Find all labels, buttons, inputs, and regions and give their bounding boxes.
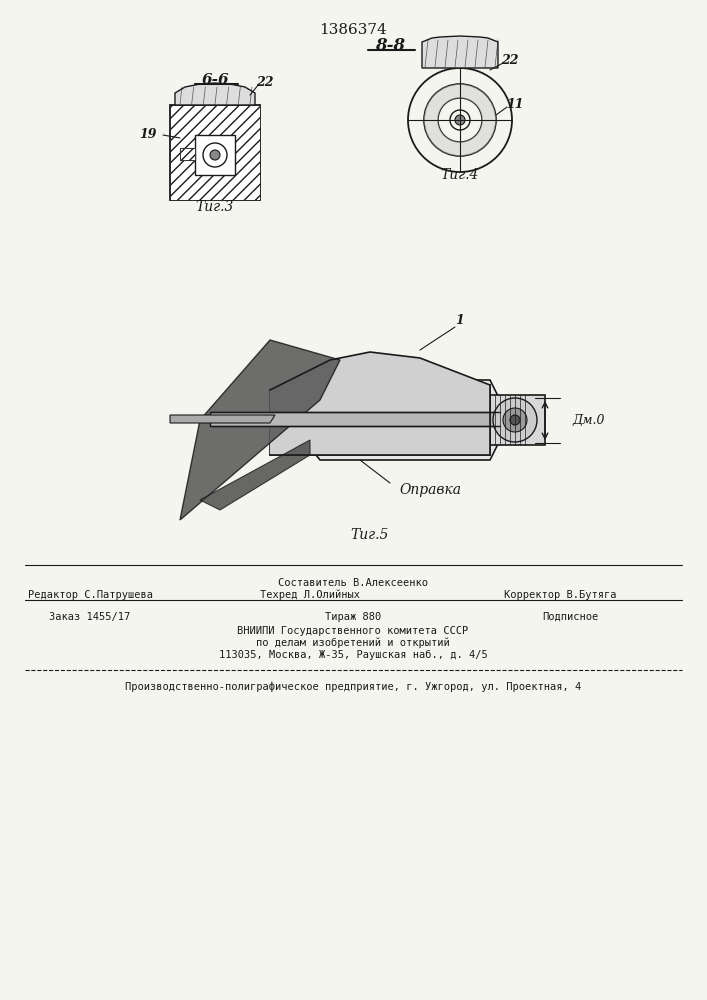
Text: 22: 22: [256, 76, 274, 89]
Wedge shape: [424, 84, 496, 156]
Polygon shape: [200, 440, 310, 510]
Circle shape: [210, 150, 220, 160]
Circle shape: [493, 398, 537, 442]
Text: 19: 19: [139, 128, 157, 141]
Text: по делам изобретений и открытий: по делам изобретений и открытий: [256, 638, 450, 648]
Text: Оправка: Оправка: [399, 483, 461, 497]
Text: Подписное: Подписное: [542, 612, 598, 622]
Text: 1: 1: [455, 314, 464, 326]
Text: Τиг.5: Τиг.5: [351, 528, 389, 542]
Circle shape: [455, 115, 465, 125]
Polygon shape: [270, 385, 490, 455]
Text: Τиг.4: Τиг.4: [440, 168, 479, 182]
Text: Редактор С.Патрушева: Редактор С.Патрушева: [28, 590, 153, 600]
Polygon shape: [280, 380, 510, 460]
Text: Производственно-полиграфическое предприятие, г. Ужгород, ул. Проектная, 4: Производственно-полиграфическое предприя…: [125, 682, 581, 692]
Text: 113035, Москва, Ж-35, Раушская наб., д. 4/5: 113035, Москва, Ж-35, Раушская наб., д. …: [218, 650, 487, 660]
Text: 8-8: 8-8: [375, 36, 405, 53]
Polygon shape: [180, 340, 340, 520]
Text: Корректор В.Бутяга: Корректор В.Бутяга: [504, 590, 617, 600]
Polygon shape: [170, 415, 275, 423]
Bar: [170, 105, 260, 200]
Text: Дм.0: Дм.0: [572, 414, 604, 426]
Bar: [490, 395, 545, 445]
Polygon shape: [270, 352, 490, 455]
Polygon shape: [422, 36, 498, 68]
Circle shape: [503, 408, 527, 432]
Text: 22: 22: [501, 53, 519, 66]
Text: ВНИИПИ Государственного комитета СССР: ВНИИПИ Государственного комитета СССР: [238, 626, 469, 636]
Text: 6-6: 6-6: [201, 73, 229, 87]
Bar: [210, 412, 500, 426]
Bar: [180, 148, 195, 160]
Text: 11: 11: [506, 99, 524, 111]
Bar: [170, 105, 260, 200]
Bar: [195, 135, 235, 175]
Circle shape: [510, 415, 520, 425]
Text: Составитель В.Алексеенко: Составитель В.Алексеенко: [278, 578, 428, 588]
Text: Тираж 880: Тираж 880: [325, 612, 381, 622]
Text: Τиг.3: Τиг.3: [196, 200, 234, 214]
Bar: [180, 148, 195, 160]
Text: 1386374: 1386374: [319, 23, 387, 37]
Text: Техред Л.Олийных: Техред Л.Олийных: [260, 590, 360, 600]
Text: Заказ 1455/17: Заказ 1455/17: [49, 612, 131, 622]
Polygon shape: [175, 83, 255, 105]
